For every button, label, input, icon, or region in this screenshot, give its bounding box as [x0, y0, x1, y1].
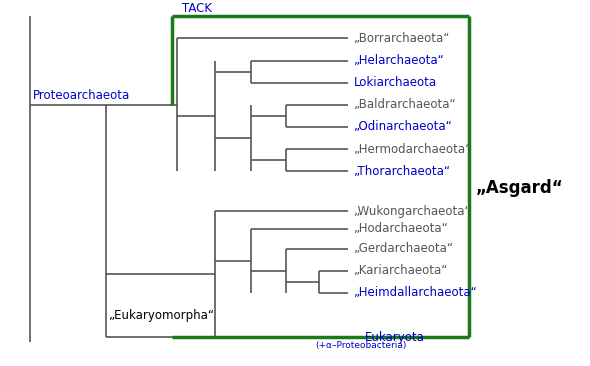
- Text: „Eukaryomorpha“: „Eukaryomorpha“: [109, 309, 215, 322]
- Text: (+α–Proteobacteria): (+α–Proteobacteria): [316, 341, 407, 350]
- Text: TACK: TACK: [182, 2, 212, 15]
- Text: „Hodarchaeota“: „Hodarchaeota“: [354, 222, 449, 235]
- Text: Eukaryota: Eukaryota: [365, 331, 424, 344]
- Text: „Baldrarchaeota“: „Baldrarchaeota“: [354, 98, 457, 111]
- Text: „Heimdallarchaeota“: „Heimdallarchaeota“: [354, 287, 478, 299]
- Text: „Borrarchaeota“: „Borrarchaeota“: [354, 32, 450, 45]
- Text: „Asgard“: „Asgard“: [476, 179, 564, 197]
- Text: Lokiarchaeota: Lokiarchaeota: [354, 76, 437, 89]
- Text: „Gerdarchaeota“: „Gerdarchaeota“: [354, 242, 454, 255]
- Text: „Kariarchaeota“: „Kariarchaeota“: [354, 264, 448, 277]
- Text: Proteoarchaeota: Proteoarchaeota: [32, 89, 130, 101]
- Text: „Odinarchaeota“: „Odinarchaeota“: [354, 120, 453, 134]
- Text: „Thorarchaeota“: „Thorarchaeota“: [354, 165, 451, 178]
- Text: „Hermodarchaeota“: „Hermodarchaeota“: [354, 143, 472, 156]
- Text: „Helarchaeota“: „Helarchaeota“: [354, 54, 445, 67]
- Text: „Wukongarchaeota“: „Wukongarchaeota“: [354, 205, 471, 217]
